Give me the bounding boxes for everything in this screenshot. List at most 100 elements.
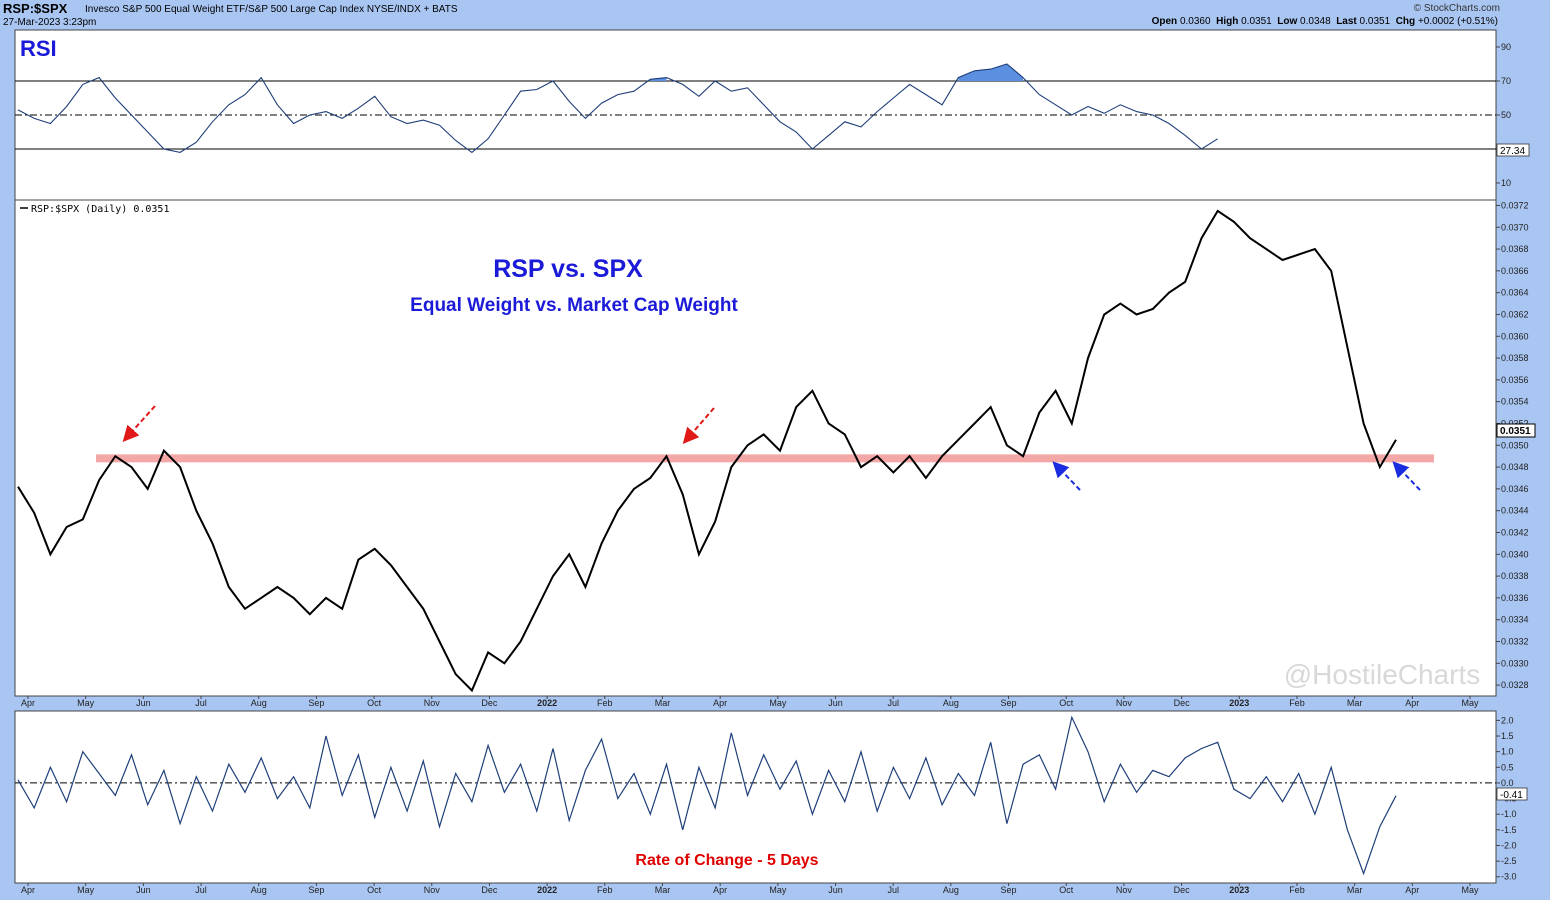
- x-tick-label: Jul: [195, 698, 207, 708]
- price-tick-label: 0.0336: [1501, 593, 1529, 603]
- rsi-chart: 1030507090: [15, 42, 1511, 188]
- price-tick-label: 0.0354: [1501, 397, 1529, 407]
- x-tick-label: Dec: [1174, 885, 1191, 895]
- credit-link[interactable]: © StockCharts.com: [1413, 3, 1500, 14]
- x-tick-label: Mar: [1347, 885, 1363, 895]
- x-tick-label: Jun: [828, 885, 843, 895]
- price-panel: [14, 199, 1497, 697]
- x-tick-label: 2022: [537, 698, 557, 708]
- x-tick-label: Oct: [1059, 885, 1074, 895]
- x-tick-label: Feb: [597, 698, 613, 708]
- price-chart: 0.0328 0.0330 0.0332 0.0334 0.0336 0.0338 0.03…: [17, 200, 1529, 693]
- price-tick-label: 0.0328: [1501, 680, 1529, 690]
- x-tick-label: Oct: [367, 885, 382, 895]
- x-tick-label: Sep: [308, 698, 324, 708]
- x-tick-label: May: [77, 698, 95, 708]
- roc-tick-label: -1.0: [1501, 809, 1517, 819]
- x-tick-label: Feb: [1289, 885, 1305, 895]
- price-tick-label: 0.0348: [1501, 462, 1529, 472]
- price-tick-label: 0.0332: [1501, 636, 1529, 646]
- x-tick-label: Jul: [195, 885, 207, 895]
- price-tick-label: 0.0370: [1501, 222, 1529, 232]
- x-tick-label: Nov: [1116, 885, 1133, 895]
- roc-tick-label: 0.0: [1501, 778, 1514, 788]
- svg-text:0.0351: 0.0351: [1500, 426, 1531, 437]
- x-tick-label: Dec: [481, 885, 498, 895]
- x-tick-label: Aug: [943, 698, 959, 708]
- roc-tick-label: -2.0: [1501, 840, 1517, 850]
- blue-arrow-sep: [1052, 461, 1081, 491]
- x-tick-label: Apr: [1405, 698, 1419, 708]
- price-tick-label: 0.0340: [1501, 549, 1529, 559]
- roc-tick-label: 2.0: [1501, 715, 1514, 725]
- x-tick-label: Nov: [424, 885, 441, 895]
- x-tick-label: Nov: [424, 698, 441, 708]
- x-tick-label: Jul: [887, 698, 899, 708]
- price-tick-label: 0.0342: [1501, 527, 1529, 537]
- chart-subtitle: Equal Weight vs. Market Cap Weight: [410, 295, 738, 316]
- price-value-tag: 0.0351: [1496, 423, 1536, 438]
- x-tick-label: Mar: [1347, 698, 1363, 708]
- chart-title: RSP vs. SPX: [493, 255, 643, 283]
- roc-panel: [14, 710, 1497, 884]
- price-tick-label: 0.0364: [1501, 288, 1529, 298]
- x-tick-label: Aug: [251, 698, 267, 708]
- x-tick-label: May: [769, 698, 787, 708]
- x-tick-label: Jun: [136, 885, 151, 895]
- x-tick-label: Sep: [308, 885, 324, 895]
- roc-value-tag: -0.41: [1496, 787, 1528, 801]
- x-tick-label: Apr: [21, 698, 35, 708]
- chart-date: 27-Mar-2023 3:23pm: [3, 17, 97, 28]
- x-tick-label: 2022: [537, 885, 557, 895]
- x-tick-label: Oct: [1059, 698, 1074, 708]
- x-tick-label: Dec: [1174, 698, 1191, 708]
- x-tick-label: Feb: [1289, 698, 1305, 708]
- symbol: RSP:$SPX: [3, 1, 68, 16]
- price-tick-label: 0.0346: [1501, 484, 1529, 494]
- price-tick-label: 0.0356: [1501, 375, 1529, 385]
- price-tick-label: 0.0362: [1501, 309, 1529, 319]
- x-tick-label: Dec: [481, 698, 498, 708]
- x-tick-label: Jun: [828, 698, 843, 708]
- x-tick-label: Aug: [251, 885, 267, 895]
- x-tick-label: Apr: [21, 885, 35, 895]
- rsi-line: [17, 63, 1218, 154]
- rsi-tick-label: 70: [1501, 76, 1511, 86]
- price-tick-label: 0.0368: [1501, 244, 1529, 254]
- x-axis-labels: Apr Apr May May Jun Jun Jul Jul Aug Aug Sep Sep Oct O…: [21, 696, 1479, 895]
- svg-text:-0.41: -0.41: [1500, 790, 1523, 801]
- x-tick-label: Mar: [655, 698, 671, 708]
- price-tick-label: 0.0360: [1501, 331, 1529, 341]
- x-tick-label: Aug: [943, 885, 959, 895]
- svg-text:27.34: 27.34: [1500, 146, 1525, 157]
- price-tick-label: 0.0338: [1501, 571, 1529, 581]
- ohlc-readout: Open 0.0360 High 0.0351 Low 0.0348 Last …: [1151, 16, 1498, 27]
- watermark: @HostileCharts: [1284, 659, 1480, 690]
- red-arrow-mar: [682, 407, 715, 445]
- price-tick-label: 0.0344: [1501, 506, 1529, 516]
- price-tick-label: 0.0366: [1501, 266, 1529, 276]
- rsi-overbought-fill: [958, 64, 1024, 81]
- price-tick-label: 0.0358: [1501, 353, 1529, 363]
- rsi-tick-label: 90: [1501, 42, 1511, 52]
- rsi-value-tag: 27.34: [1496, 143, 1530, 157]
- symbol-description: Invesco S&P 500 Equal Weight ETF/S&P 500…: [85, 4, 458, 15]
- x-tick-label: May: [769, 885, 787, 895]
- price-tick-label: 0.0350: [1501, 440, 1529, 450]
- x-tick-label: Mar: [655, 885, 671, 895]
- x-tick-label: Feb: [597, 885, 613, 895]
- roc-tick-label: -3.0: [1501, 872, 1517, 882]
- price-line: [17, 209, 1397, 693]
- x-tick-label: May: [1461, 698, 1479, 708]
- roc-label: Rate of Change - 5 Days: [635, 852, 818, 869]
- roc-tick-label: 1.5: [1501, 731, 1514, 741]
- price-tick-label: 0.0372: [1501, 200, 1529, 210]
- x-tick-label: Nov: [1116, 698, 1133, 708]
- roc-tick-label: 0.5: [1501, 762, 1514, 772]
- rsi-label: RSI: [20, 36, 57, 61]
- x-tick-label: 2023: [1229, 885, 1249, 895]
- x-tick-label: Sep: [1001, 698, 1017, 708]
- price-tick-label: 0.0330: [1501, 658, 1529, 668]
- price-tick-label: 0.0334: [1501, 615, 1529, 625]
